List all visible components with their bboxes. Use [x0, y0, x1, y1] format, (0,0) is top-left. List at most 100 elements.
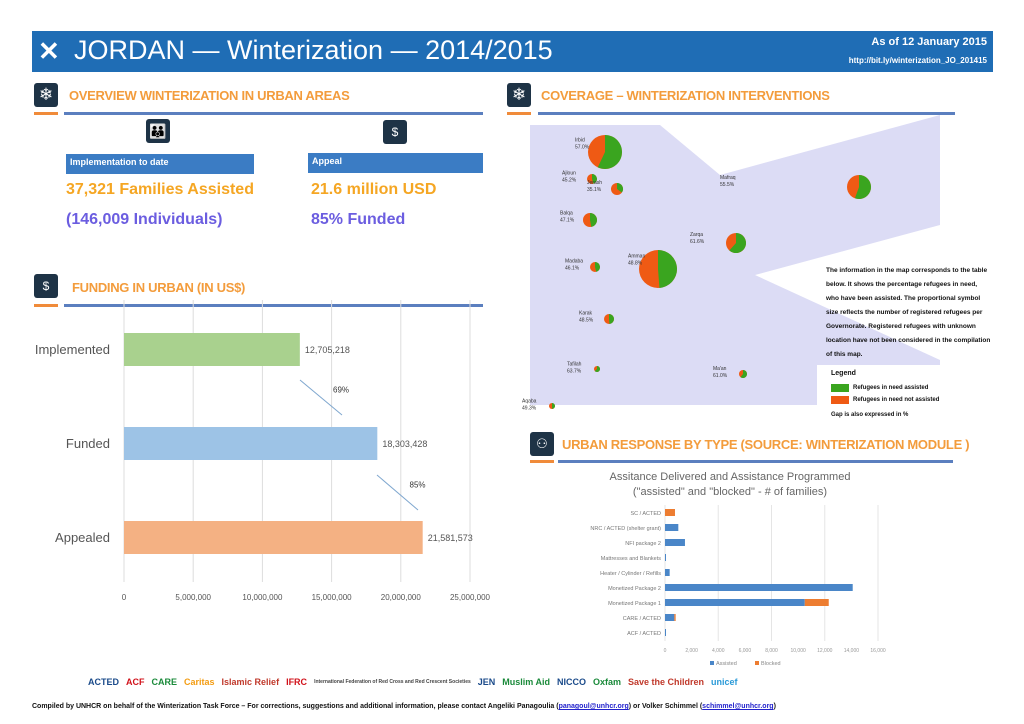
footer: Compiled by UNHCR on behalf of the Winte… [32, 703, 776, 710]
partner-logo: unicef [711, 677, 738, 687]
x-tick-label: 12,000 [817, 648, 833, 654]
divider [34, 304, 58, 307]
governorate-name: Tafilah [567, 362, 582, 368]
partner-logo: NICCO [556, 677, 586, 687]
footer-text: Compiled by UNHCR on behalf of the Winte… [32, 703, 559, 710]
governorate-pct: 61.0% [713, 373, 728, 379]
legend-swatch-assisted [831, 384, 849, 392]
individuals: (146,009 Individuals) [66, 211, 223, 228]
pie-assisted [658, 250, 677, 288]
email-link[interactable]: panagoul@unhcr.org [558, 703, 629, 710]
header-banner: ✕ JORDAN — Winterization — 2014/2015 As … [32, 31, 993, 72]
legend-assisted: Refugees in need assisted [853, 385, 929, 391]
snowflake-icon: ❄ [507, 83, 531, 107]
bar-assisted [665, 614, 675, 621]
response-chart: Assitance Delivered and Assistance Progr… [590, 471, 885, 667]
legend-swatch [710, 661, 714, 665]
category-label: SC / ACTED [630, 511, 661, 517]
governorate-pct: 57.0% [575, 145, 590, 151]
x-tick-label: 4,000 [712, 648, 725, 654]
bar-blocked [674, 614, 676, 621]
ratio-label: 69% [333, 386, 349, 395]
funded-percent: 85% Funded [311, 211, 406, 228]
governorate-pct: 49.3% [522, 406, 537, 412]
divider [64, 304, 483, 307]
date: As of 12 January 2015 [871, 36, 987, 48]
partner-logo: Oxfam [592, 677, 621, 687]
bar-appealed [124, 521, 423, 554]
x-tick-label: 15,000,000 [312, 593, 353, 602]
governorate-pct: 61.6% [690, 239, 705, 245]
x-tick-label: 0 [664, 648, 667, 654]
bar-assisted [665, 629, 666, 636]
legend-not-assisted: Refugees in need not assisted [853, 397, 940, 403]
page-title: JORDAN — Winterization — 2014/2015 [74, 35, 553, 65]
pie-assisted [590, 213, 597, 227]
partner-logo: ACTED [88, 677, 119, 687]
governorate-pct: 45.2% [562, 178, 577, 184]
legend-swatch-not-assisted [831, 396, 849, 404]
arrow [376, 474, 419, 511]
people-icon: ⚇ [530, 432, 554, 456]
partner-logo: Islamic Relief [221, 677, 280, 687]
arrow [299, 379, 343, 416]
pie-assisted [609, 314, 615, 324]
money-bag-icon: $ [383, 120, 407, 144]
governorate-pct: 47.1% [560, 218, 575, 224]
coverage-title: COVERAGE – WINTERIZATION INTERVENTIONS [541, 88, 830, 103]
chart-subtitle: ("assisted" and "blocked" - # of familie… [633, 486, 827, 498]
governorate-name: Ajloun [562, 171, 576, 177]
data-label: 21,581,573 [428, 533, 473, 543]
divider [538, 112, 955, 115]
pie-assisted [594, 366, 600, 372]
pie-assisted [552, 403, 556, 409]
partner-logo: CARE [151, 677, 178, 687]
partner-logos: ACTED ACF CARE Caritas Islamic Relief IFRC Int… [88, 677, 938, 687]
legend-gap: Gap is also expressed in % [831, 412, 909, 418]
bar-assisted [665, 569, 670, 576]
map-legend: Legend Refugees in need assisted Refugee… [817, 365, 952, 425]
legend-label: Blocked [761, 661, 781, 667]
x-tick-label: 8,000 [765, 648, 778, 654]
category-label: Appealed [55, 530, 110, 545]
partner-logo: JEN [477, 677, 496, 687]
governorate-name: Aqaba [522, 399, 537, 405]
map-note: The information in the map corresponds t… [826, 267, 991, 358]
arrows-in-icon: ✕ [38, 36, 60, 66]
partner-logo: International Federation of Red Cross an… [314, 679, 471, 685]
x-tick-label: 20,000,000 [381, 593, 422, 602]
overview-title: OVERVIEW WINTERIZATION IN URBAN AREAS [69, 88, 350, 103]
data-label: 18,303,428 [382, 439, 427, 449]
footer-text: ) or Volker Schimmel ( [628, 703, 703, 710]
bar-implemented [124, 333, 300, 366]
governorate-name: Irbid [575, 138, 585, 144]
governorate-pct: 55.5% [720, 182, 735, 188]
divider [34, 112, 58, 115]
governorate-pct: 48.8% [628, 261, 643, 267]
governorate-pct: 48.5% [579, 318, 594, 324]
legend-label: Assisted [716, 661, 737, 667]
divider [530, 460, 554, 463]
pie-assisted [597, 135, 622, 169]
governorate-name: Ma'an [713, 366, 727, 372]
chart-title: Assitance Delivered and Assistance Progr… [610, 471, 851, 483]
appeal-label: Appeal [308, 153, 483, 173]
legend-title: Legend [831, 370, 856, 377]
families-assisted: 37,321 Families Assisted [66, 181, 254, 198]
email-link[interactable]: schimmel@unhcr.org [702, 703, 774, 710]
x-tick-label: 2,000 [685, 648, 698, 654]
money-bag-icon: $ [34, 274, 58, 298]
category-label: NFI package 2 [625, 541, 661, 547]
x-tick-label: 0 [122, 593, 127, 602]
x-tick-label: 14,000 [844, 648, 860, 654]
governorate-name: Balqa [560, 211, 573, 217]
governorate-name: Karak [579, 311, 593, 317]
category-label: NRC / ACTED (shelter grant) [590, 526, 661, 532]
response-title: URBAN RESPONSE BY TYPE (SOURCE: WINTERIZ… [562, 437, 970, 452]
funding-title: FUNDING IN URBAN (IN US$) [72, 280, 246, 295]
implementation-label: Implementation to date [66, 154, 254, 174]
bar-assisted [665, 554, 666, 561]
url-link[interactable]: http://bit.ly/winterization_JO_201415 [848, 56, 987, 65]
x-tick-label: 25,000,000 [450, 593, 491, 602]
